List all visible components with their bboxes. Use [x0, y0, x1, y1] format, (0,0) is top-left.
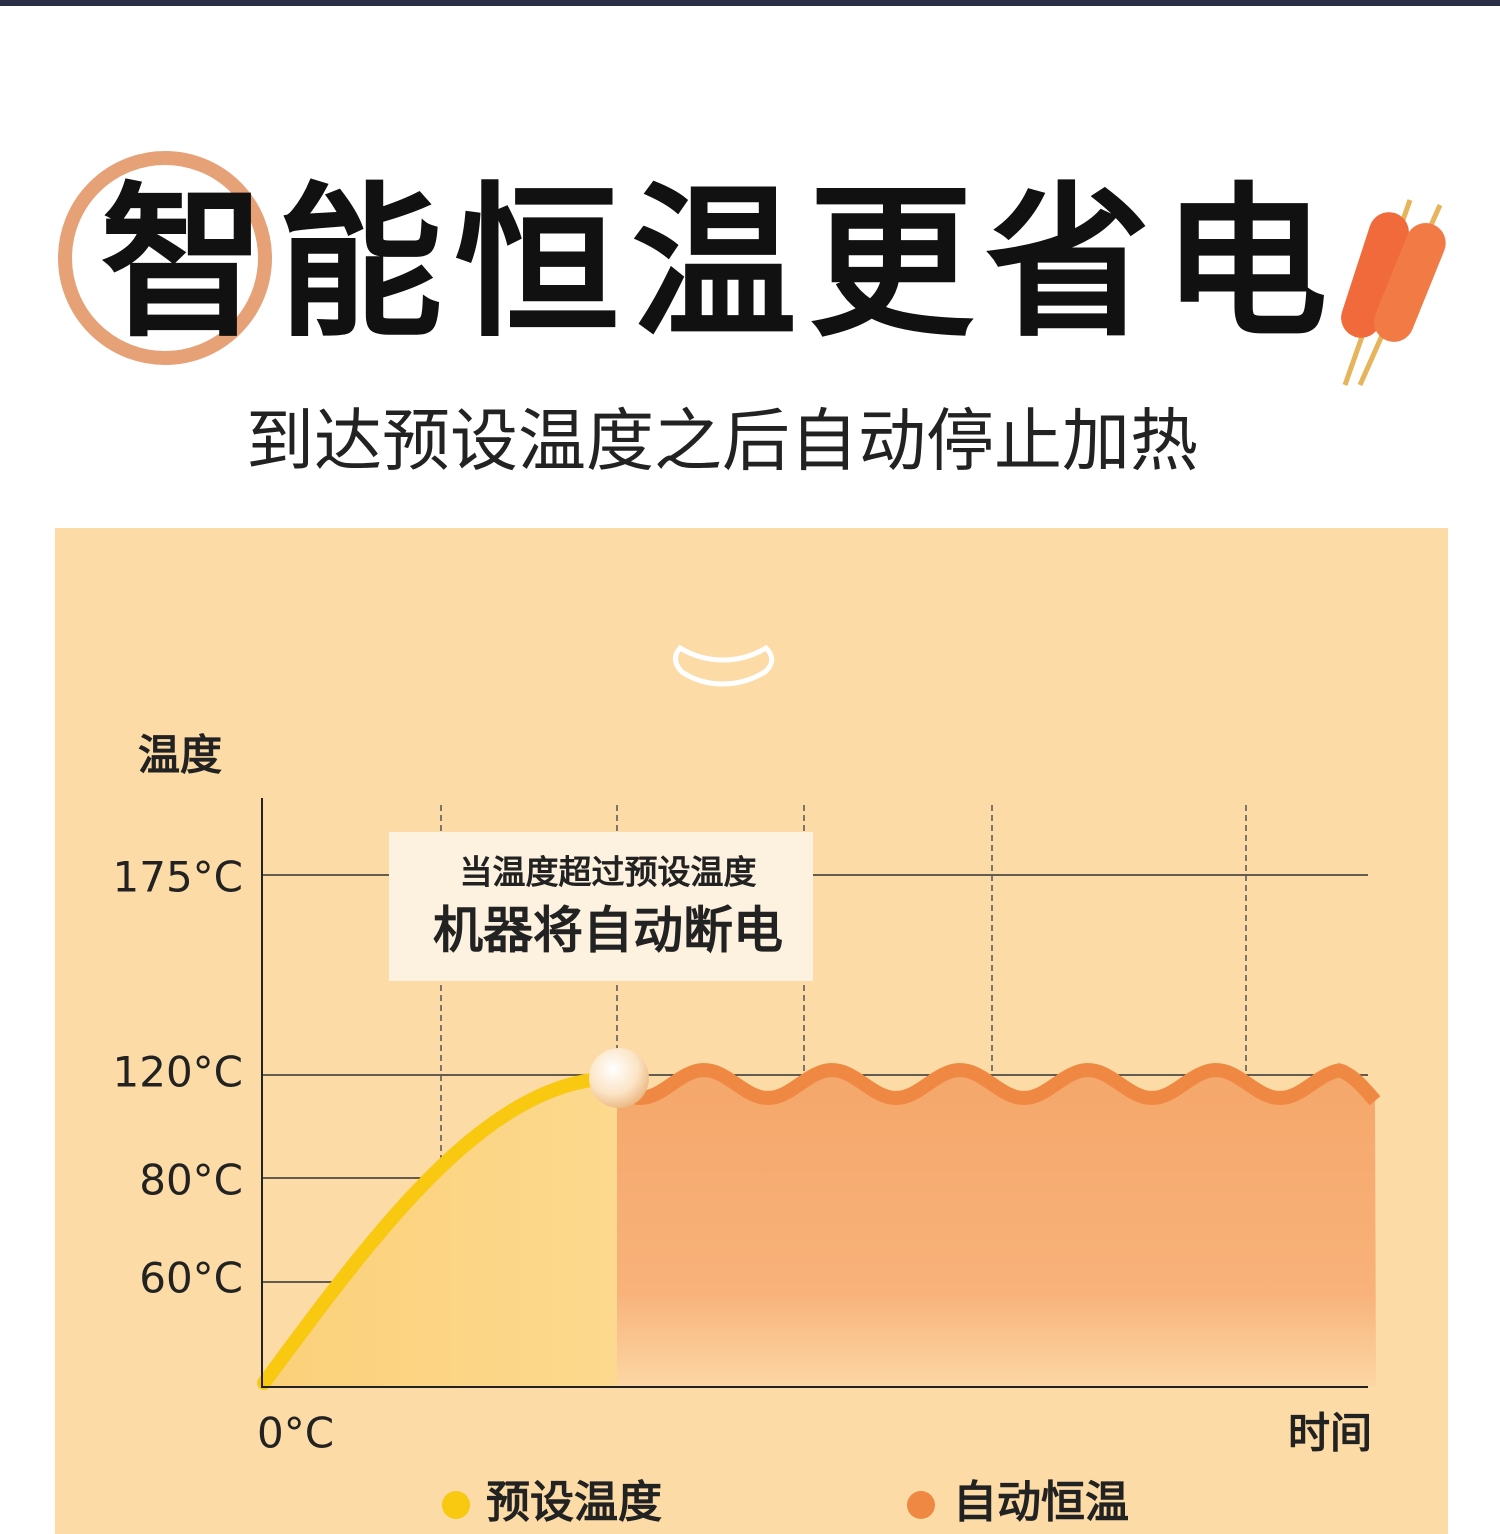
- title: 智能恒温更省电: [101, 167, 1340, 359]
- top-strip: [0, 0, 1500, 6]
- y-tick-label: 60°C: [139, 1254, 243, 1303]
- callout-line1: 当温度超过预设温度: [460, 853, 757, 892]
- preset-area: [262, 1078, 617, 1387]
- bean-icon: [673, 644, 775, 687]
- y-tick-label: 175°C: [113, 853, 244, 902]
- preset-curve: [257, 1071, 624, 1390]
- callout-line2: 机器将自动断电: [433, 902, 783, 960]
- y-axis-label: 温度: [138, 731, 222, 780]
- legend-label: 预设温度: [486, 1477, 662, 1528]
- origin-label: 0°C: [257, 1409, 334, 1458]
- constant-area: [617, 1070, 1376, 1387]
- subtitle: 到达预设温度之后自动停止加热: [246, 403, 1198, 482]
- legend-label: 自动恒温: [953, 1477, 1129, 1528]
- x-axis-label: 时间: [1288, 1409, 1372, 1458]
- legend-dot: [442, 1491, 470, 1519]
- skewer-icon: [1341, 199, 1446, 387]
- brush-circle: [58, 151, 272, 365]
- threshold-ball: [589, 1048, 649, 1108]
- callout-box: [389, 832, 813, 981]
- y-tick-label: 120°C: [113, 1048, 244, 1097]
- constant-wave: [634, 1062, 1381, 1106]
- legend-dot: [907, 1491, 935, 1519]
- y-tick-label: 80°C: [139, 1156, 243, 1205]
